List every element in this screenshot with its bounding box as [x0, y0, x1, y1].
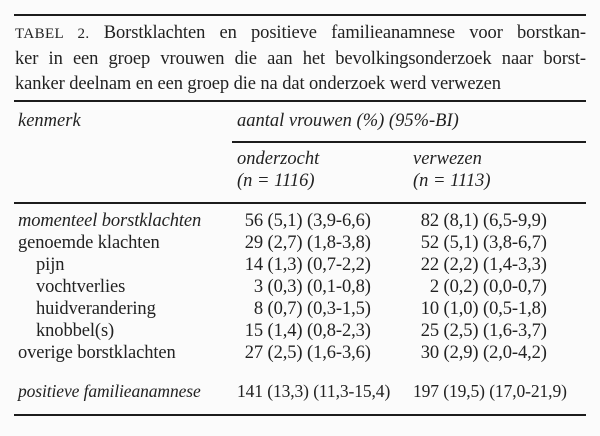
count-value: 8	[253, 299, 263, 319]
stat-value: (1,0) (0,5-1,8)	[443, 299, 547, 319]
verwezen-cell: 197 (19,5) (17,0-21,9)	[408, 380, 586, 402]
verwezen-cell: 2 (0,2) (0,0-0,7)	[408, 276, 586, 298]
row-label: knobbel(s)	[36, 321, 115, 341]
table-caption: TABEL 2. Borstklachten en positieve fami…	[15, 21, 586, 97]
stat-value: (5,1) (3,8-6,7)	[443, 233, 547, 253]
verwezen-label: verwezen	[413, 149, 482, 169]
caption-line-3: kanker deelnam en een groep die na dat o…	[15, 74, 501, 94]
onderzocht-cell: 141 (13,3) (11,3-15,4)	[232, 380, 408, 402]
stat-value: (0,3) (0,1-0,8)	[267, 277, 371, 297]
table-row: huidverandering 8 (0,7) (0,3-1,5) 10 (1,…	[14, 298, 586, 320]
column-header-kenmerk: kenmerk	[18, 111, 81, 131]
top-rule	[14, 14, 586, 16]
onderzocht-label: onderzocht	[237, 149, 320, 169]
stat-value: (2,5) (1,6-3,6)	[267, 343, 371, 363]
count-value: 25	[420, 321, 439, 341]
count-value: 29	[244, 233, 263, 253]
table-row: vochtverlies 3 (0,3) (0,1-0,8) 2 (0,2) (…	[14, 276, 586, 298]
table-row: momenteel borstklachten 56 (5,1) (3,9-6,…	[14, 210, 586, 232]
stat-value: (13,3) (11,3-15,4)	[267, 381, 391, 401]
stat-value: (8,1) (6,5-9,9)	[443, 211, 547, 231]
table-row: knobbel(s) 15 (1,4) (0,8-2,3) 25 (2,5) (…	[14, 320, 586, 342]
column-header-verwezen: verwezen (n = 1113)	[408, 148, 586, 192]
verwezen-cell: 10 (1,0) (0,5-1,8)	[408, 298, 586, 320]
count-value: 2	[429, 277, 439, 297]
count-value: 15	[244, 321, 263, 341]
empty-header-cell	[14, 148, 232, 192]
stat-value: (0,7) (0,3-1,5)	[267, 299, 371, 319]
onderzocht-cell: 3 (0,3) (0,1-0,8)	[232, 276, 408, 298]
bottom-rule	[14, 414, 586, 416]
verwezen-cell: 30 (2,9) (2,0-4,2)	[408, 342, 586, 364]
count-value: 3	[253, 277, 263, 297]
verwezen-cell: 22 (2,2) (1,4-3,3)	[408, 254, 586, 276]
count-value: 14	[244, 255, 263, 275]
row-label: momenteel borstklachten	[18, 211, 202, 231]
verwezen-cell: 82 (8,1) (6,5-9,9)	[408, 210, 586, 232]
verwezen-n: (n = 1113)	[413, 171, 491, 191]
table-number-label: TABEL 2.	[15, 26, 90, 42]
stat-value: (5,1) (3,9-6,6)	[267, 211, 371, 231]
table-header: kenmerk aantal vrouwen (%) (95%-BI) onde…	[14, 102, 586, 192]
onderzocht-cell: 29 (2,7) (1,8-3,8)	[232, 232, 408, 254]
count-value: 197	[413, 381, 439, 401]
onderzocht-cell: 8 (0,7) (0,3-1,5)	[232, 298, 408, 320]
onderzocht-cell: 56 (5,1) (3,9-6,6)	[232, 210, 408, 232]
caption-rule	[14, 100, 586, 102]
verwezen-cell: 25 (2,5) (1,6-3,7)	[408, 320, 586, 342]
row-label: vochtverlies	[36, 277, 126, 297]
count-value: 10	[420, 299, 439, 319]
table-body: momenteel borstklachten 56 (5,1) (3,9-6,…	[14, 204, 586, 402]
stat-value: (2,5) (1,6-3,7)	[443, 321, 547, 341]
stat-value: (1,3) (0,7-2,2)	[267, 255, 371, 275]
caption-line-2: ker in een groep vrouwen die aan het bev…	[15, 49, 586, 69]
stat-value: (2,7) (1,8-3,8)	[267, 233, 371, 253]
table-row: pijn 14 (1,3) (0,7-2,2) 22 (2,2) (1,4-3,…	[14, 254, 586, 276]
caption-line-1-text: Borstklachten en positieve familieanamne…	[103, 23, 586, 43]
count-value: 141	[237, 381, 263, 401]
row-label: huidverandering	[36, 299, 156, 319]
table-row: positieve familieanamnese 141 (13,3) (11…	[14, 380, 586, 402]
count-value: 30	[420, 343, 439, 363]
header-row-group: kenmerk aantal vrouwen (%) (95%-BI)	[14, 102, 586, 132]
header-body-rule	[14, 202, 586, 204]
verwezen-cell: 52 (5,1) (3,8-6,7)	[408, 232, 586, 254]
count-value: 56	[244, 211, 263, 231]
table-row: overige borstklachten 27 (2,5) (1,6-3,6)…	[14, 342, 586, 364]
stat-value: (1,4) (0,8-2,3)	[267, 321, 371, 341]
stat-value: (2,2) (1,4-3,3)	[443, 255, 547, 275]
onderzocht-cell: 14 (1,3) (0,7-2,2)	[232, 254, 408, 276]
onderzocht-cell: 27 (2,5) (1,6-3,6)	[232, 342, 408, 364]
count-value: 82	[420, 211, 439, 231]
row-label: overige borstklachten	[18, 343, 176, 363]
header-row-subcolumns: onderzocht (n = 1116) verwezen (n = 1113…	[14, 148, 586, 192]
caption-line-1: TABEL 2. Borstklachten en positieve fami…	[15, 21, 586, 47]
onderzocht-cell: 15 (1,4) (0,8-2,3)	[232, 320, 408, 342]
row-label: positieve familieanamnese	[18, 381, 201, 401]
count-value: 52	[420, 233, 439, 253]
table-row: genoemde klachten 29 (2,7) (1,8-3,8) 52 …	[14, 232, 586, 254]
row-label: genoemde klachten	[18, 233, 160, 253]
stat-value: (2,9) (2,0-4,2)	[443, 343, 547, 363]
stat-value: (19,5) (17,0-21,9)	[443, 381, 567, 401]
stat-value: (0,2) (0,0-0,7)	[443, 277, 547, 297]
onderzocht-n: (n = 1116)	[237, 171, 315, 191]
count-value: 22	[420, 255, 439, 275]
row-label: pijn	[36, 255, 65, 275]
column-header-group: aantal vrouwen (%) (95%-BI)	[237, 111, 459, 131]
subheader-rule	[232, 141, 586, 143]
count-value: 27	[244, 343, 263, 363]
column-header-onderzocht: onderzocht (n = 1116)	[232, 148, 408, 192]
